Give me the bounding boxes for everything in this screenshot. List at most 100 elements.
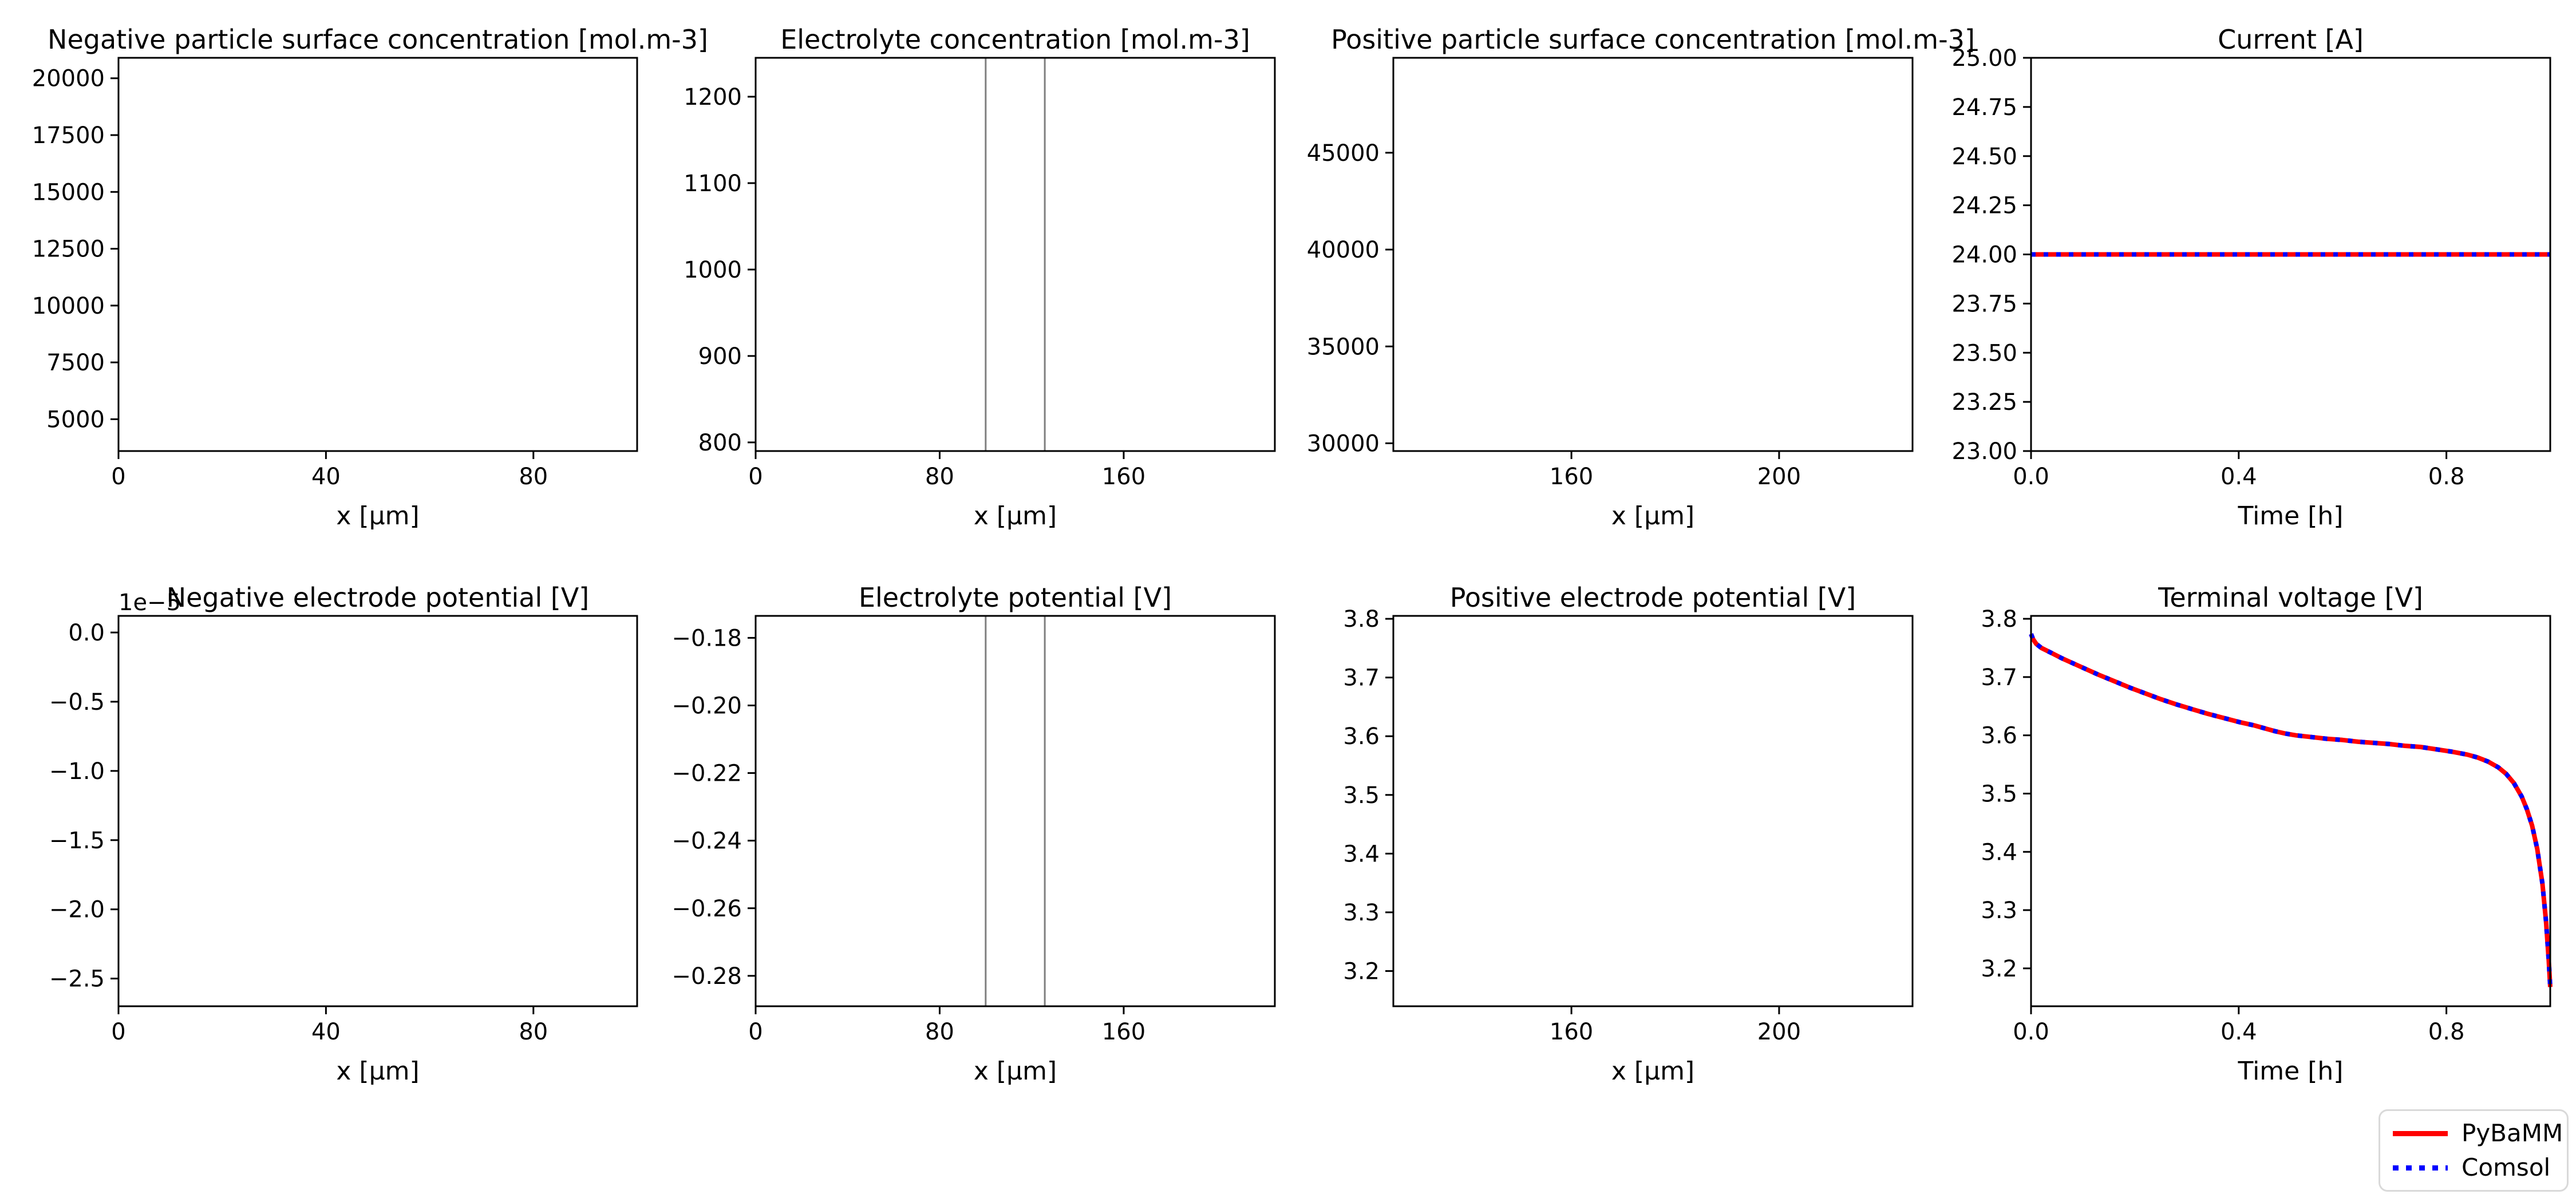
y-tick-label: −2.0	[49, 897, 105, 923]
y-tick-label: 24.75	[1951, 94, 2017, 121]
subplot-title: Positive particle surface concentration …	[1331, 24, 1975, 55]
y-tick-label: −0.26	[671, 896, 742, 922]
y-tick-label: 3.3	[1981, 897, 2017, 924]
x-tick-label: 80	[519, 1019, 548, 1045]
y-axis-offset-text: 1e−5	[118, 590, 181, 616]
y-tick-label: 23.75	[1951, 291, 2017, 317]
subplot-title: Electrolyte concentration [mol.m-3]	[780, 24, 1250, 55]
pybamm-line-swatch	[2393, 1130, 2448, 1136]
x-tick-label: 40	[311, 1019, 341, 1045]
axes-spines	[1392, 615, 1914, 1007]
x-tick-label: 0	[111, 1019, 125, 1045]
series-line-comsol	[2029, 633, 2553, 987]
y-tick-label: 3.7	[1981, 665, 2017, 691]
y-tick-label: 23.50	[1951, 340, 2017, 366]
y-tick-label: 25.00	[1951, 45, 2017, 72]
x-tick-label: 80	[925, 464, 954, 490]
y-tick-label: 35000	[1307, 334, 1380, 360]
x-tick-label: 0	[748, 464, 762, 490]
y-tick-label: 1100	[683, 171, 742, 197]
y-tick-label: 1200	[683, 84, 742, 110]
x-axis-label: Time [h]	[2238, 1057, 2344, 1086]
subplot-current: Current [A] 0.0 0.4 0.8 23.00 23.25 23.50 23.7…	[1951, 24, 2551, 531]
x-axis-label: x [μm]	[336, 1057, 419, 1086]
comsol-line-swatch	[2393, 1165, 2448, 1171]
y-tick-label: −1.5	[49, 828, 105, 854]
y-tick-label: 0.0	[68, 620, 105, 646]
y-tick-label: −0.18	[671, 625, 742, 651]
x-tick-label: 0.4	[2221, 1019, 2257, 1045]
y-tick-label: 45000	[1307, 140, 1380, 167]
y-tick-label: 3.3	[1343, 900, 1380, 926]
x-tick-label: 160	[1102, 1019, 1145, 1045]
y-tick-label: 24.25	[1951, 193, 2017, 219]
axes-spines	[754, 57, 1276, 452]
y-tick-label: −0.5	[49, 689, 105, 715]
x-tick-label: 80	[925, 1019, 954, 1045]
axes-spines	[1392, 57, 1914, 452]
y-tick-label: 900	[698, 343, 742, 370]
x-axis-label: x [μm]	[1611, 501, 1694, 531]
subplot-title: Positive electrode potential [V]	[1450, 582, 1856, 613]
subplot-electrolyte-concentration: Electrolyte concentration [mol.m-3] 0 80 1…	[683, 24, 1276, 531]
subplot-title: Negative particle surface concentration …	[48, 24, 708, 55]
axes-spines	[117, 615, 638, 1007]
x-tick-label: 0	[748, 1019, 762, 1045]
series-line-pybamm	[2029, 633, 2553, 987]
y-tick-label: 5000	[46, 406, 105, 433]
y-tick-label: 30000	[1307, 430, 1380, 457]
subplot-title: Electrolyte potential [V]	[859, 582, 1172, 613]
x-tick-label: 0.8	[2428, 1019, 2465, 1045]
y-tick-label: 3.6	[1343, 723, 1380, 750]
legend-entry-comsol: Comsol	[2393, 1154, 2554, 1181]
subplot-positive-electrode-potential: Positive electrode potential [V] 160 200 3…	[1343, 582, 1914, 1086]
y-tick-label: −0.20	[671, 693, 742, 719]
x-axis-label: x [μm]	[336, 501, 419, 531]
subplot-title: Terminal voltage [V]	[2158, 582, 2423, 613]
x-tick-label: 200	[1757, 464, 1801, 490]
x-tick-label: 0.0	[2013, 464, 2049, 490]
y-tick-label: 24.00	[1951, 242, 2017, 268]
x-tick-label: 40	[311, 464, 341, 490]
y-tick-label: 3.5	[1981, 781, 2017, 807]
subplot-negative-particle-surface-concentration: Negative particle surface concentration …	[32, 24, 708, 531]
subplot-title: Current [A]	[2218, 24, 2364, 55]
x-axis-label: x [μm]	[974, 1057, 1057, 1086]
x-tick-label: 0.8	[2428, 464, 2465, 490]
x-axis-label: Time [h]	[2238, 501, 2344, 531]
y-tick-label: −1.0	[49, 758, 105, 785]
y-tick-label: −0.24	[671, 828, 742, 855]
y-tick-label: 24.50	[1951, 144, 2017, 170]
x-axis-label: x [μm]	[1611, 1057, 1694, 1086]
y-tick-label: 10000	[32, 293, 105, 319]
x-tick-label: 80	[519, 464, 548, 490]
y-tick-label: 3.4	[1343, 841, 1380, 867]
subplot-positive-particle-surface-concentration: Positive particle surface concentration …	[1307, 24, 1975, 531]
y-tick-label: 3.2	[1981, 956, 2017, 982]
y-tick-label: −0.22	[671, 761, 742, 787]
legend-entry-pybamm: PyBaMM	[2393, 1120, 2563, 1146]
x-tick-label: 200	[1757, 1019, 1801, 1045]
y-tick-label: 3.6	[1981, 723, 2017, 749]
legend-label: Comsol	[2462, 1153, 2551, 1182]
axes-spines	[117, 57, 638, 452]
y-tick-label: 3.4	[1981, 839, 2017, 865]
y-tick-label: 1000	[683, 257, 742, 283]
axes-spines	[2030, 615, 2551, 1007]
subplot-electrolyte-potential: Electrolyte potential [V] 0 80 160 −0.18 −0.…	[671, 582, 1276, 1086]
x-tick-label: 0.4	[2221, 464, 2257, 490]
y-tick-label: 23.00	[1951, 438, 2017, 465]
y-tick-label: 3.2	[1343, 958, 1380, 984]
x-tick-label: 160	[1102, 464, 1145, 490]
y-tick-label: 3.8	[1343, 606, 1380, 632]
x-tick-label: 160	[1550, 1019, 1593, 1045]
y-tick-label: 20000	[32, 66, 105, 92]
y-tick-label: 800	[698, 430, 742, 456]
x-tick-label: 0.0	[2013, 1019, 2049, 1045]
y-tick-label: 3.5	[1343, 782, 1380, 809]
x-tick-label: 0	[111, 464, 125, 490]
y-tick-label: 17500	[32, 122, 105, 149]
legend: PyBaMM Comsol	[2379, 1109, 2569, 1192]
